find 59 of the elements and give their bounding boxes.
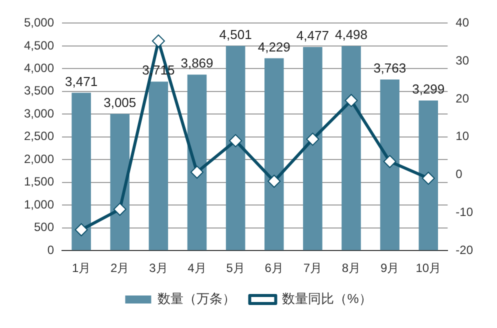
y-tick-label: 1,500 bbox=[24, 174, 54, 189]
y-tick-label: 5,000 bbox=[24, 16, 54, 30]
point bbox=[383, 155, 396, 168]
x-tick-label: 5月 bbox=[226, 261, 245, 276]
y-tick-label: 1,000 bbox=[24, 197, 54, 212]
data-label: 4,229 bbox=[258, 39, 290, 54]
data-label: 4,498 bbox=[334, 27, 368, 42]
point bbox=[74, 223, 88, 236]
y2-tick-label: -10 bbox=[456, 205, 474, 220]
bar bbox=[110, 114, 130, 250]
legend-label: 数量（万条） bbox=[158, 291, 236, 306]
y-tick-label: 4,000 bbox=[24, 60, 54, 75]
bar bbox=[72, 92, 91, 250]
data-label: 3,299 bbox=[412, 82, 445, 97]
bar bbox=[226, 46, 246, 250]
y-tick-label: 3,500 bbox=[24, 84, 54, 98]
x-tick-label: 4月 bbox=[188, 261, 206, 276]
point bbox=[229, 134, 242, 148]
bar bbox=[380, 79, 400, 250]
y-tick-label: 3,000 bbox=[24, 106, 54, 120]
data-label: 3,005 bbox=[104, 95, 136, 110]
y2-tick-label: 0 bbox=[456, 167, 463, 182]
bar bbox=[418, 100, 438, 250]
x-tick-label: 3月 bbox=[149, 261, 168, 276]
x-tick-label: 8月 bbox=[342, 261, 361, 276]
y2-tick-label: 30 bbox=[456, 53, 470, 68]
data-label: 3,869 bbox=[180, 56, 214, 71]
y2-tick-label: 10 bbox=[456, 129, 470, 144]
y-tick-label: 500 bbox=[34, 220, 54, 234]
x-tick-label: 10月 bbox=[416, 261, 442, 276]
data-label: 3,471 bbox=[65, 74, 98, 89]
point bbox=[344, 94, 358, 108]
data-label: 3,763 bbox=[374, 60, 406, 76]
bar bbox=[187, 74, 207, 250]
bar bbox=[148, 82, 168, 250]
y2-tick-label: 40 bbox=[456, 16, 470, 30]
x-tick-label: 1月 bbox=[72, 261, 91, 276]
legend-label: 数量同比（%） bbox=[282, 291, 372, 306]
x-tick-label: 6月 bbox=[264, 261, 284, 276]
bar bbox=[264, 58, 284, 250]
point bbox=[268, 174, 281, 188]
x-tick-label: 2月 bbox=[110, 261, 130, 276]
data-label: 4,501 bbox=[219, 26, 252, 42]
bar bbox=[342, 46, 361, 250]
point bbox=[152, 34, 165, 48]
data-label: 4,477 bbox=[296, 28, 329, 44]
point bbox=[306, 132, 320, 146]
y-tick-label: 4,500 bbox=[24, 38, 54, 52]
y-tick-label: 2,000 bbox=[24, 152, 54, 166]
point bbox=[113, 202, 126, 216]
y-tick-label: 2,500 bbox=[24, 129, 54, 144]
y2-tick-label: 20 bbox=[456, 91, 470, 106]
x-tick-label: 7月 bbox=[303, 261, 322, 276]
point bbox=[422, 172, 435, 185]
bar bbox=[303, 46, 322, 250]
y-tick-label: 0 bbox=[47, 242, 54, 257]
x-tick-label: 9月 bbox=[380, 261, 400, 276]
y2-tick-label: -20 bbox=[456, 242, 474, 257]
point bbox=[190, 166, 204, 179]
